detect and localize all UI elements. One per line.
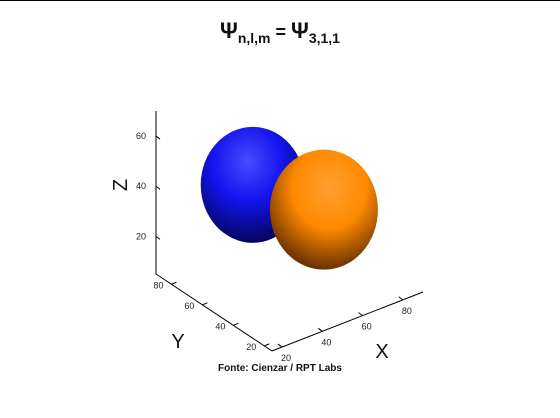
z-tick-mark: [155, 135, 161, 140]
source-caption: Fonte: Cienzar / RPT Labs: [218, 363, 342, 374]
x-tick-label: 20: [281, 353, 291, 363]
z-axis-label: Z: [110, 179, 132, 191]
x-tick-mark: [398, 296, 404, 301]
x-tick-label: 40: [321, 337, 331, 347]
x-axis-line: [271, 291, 424, 352]
x-tick-label: 80: [402, 306, 412, 316]
x-tick-label: 60: [362, 322, 372, 332]
y-tick-label: 20: [246, 342, 256, 352]
y-tick-mark: [264, 343, 270, 347]
y-tick-mark: [202, 302, 208, 306]
y-tick-label: 80: [153, 280, 163, 290]
x-tick-mark: [318, 327, 323, 332]
z-tick-mark: [155, 185, 161, 190]
z-tick-label: 20: [136, 231, 146, 241]
chart-title: Ψn,l,m = Ψ3,1,1: [220, 18, 340, 46]
x-axis-ticks: 20 40 60 80: [277, 296, 412, 363]
x-tick-mark: [277, 343, 283, 348]
x-tick-mark: [358, 312, 363, 317]
y-tick-mark: [233, 322, 239, 326]
orbital-lobes: [200, 126, 378, 270]
z-axis-ticks: 20 40 60: [136, 131, 161, 241]
top-border: [0, 0, 560, 1]
y-tick-mark: [171, 281, 177, 285]
z-tick-label: 60: [136, 131, 146, 141]
axes: [155, 111, 424, 352]
y-axis-label: Y: [171, 331, 184, 353]
y-tick-label: 40: [215, 321, 225, 331]
x-axis-label: X: [375, 341, 388, 363]
orange-lobe: [269, 149, 378, 270]
z-tick-mark: [155, 235, 161, 240]
y-axis-line: [155, 273, 273, 352]
z-tick-label: 40: [136, 181, 146, 191]
y-tick-label: 60: [184, 301, 194, 311]
y-axis-ticks: 20 40 60 80: [153, 280, 270, 352]
